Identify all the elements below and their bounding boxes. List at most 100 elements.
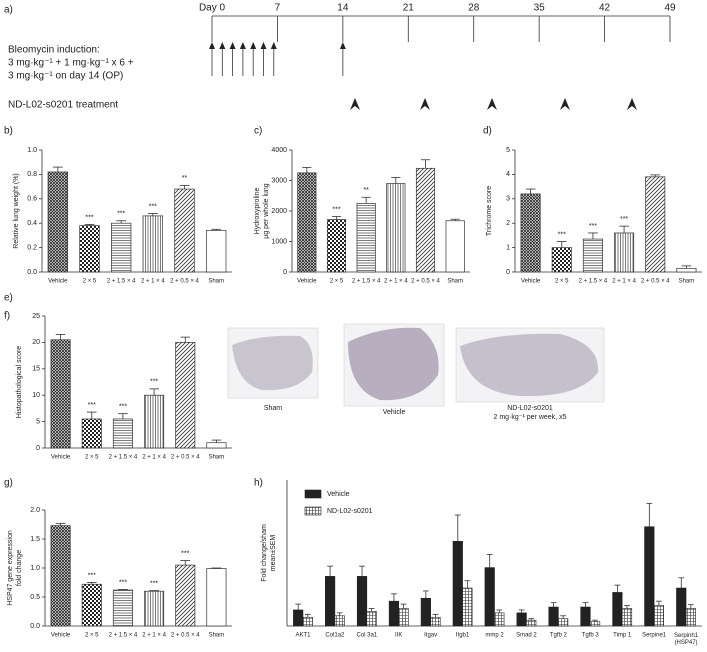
arrow-head (209, 42, 215, 49)
error-bar (582, 602, 589, 608)
significance: *** (620, 216, 628, 223)
day-label: 35 (534, 3, 546, 14)
bar (175, 564, 196, 627)
x-tick-label: Sham (209, 633, 225, 639)
x-tick-label: 2 × 5 (83, 279, 97, 285)
x-tick-label: 2 + 1 × 4 (142, 455, 166, 461)
significance: *** (149, 203, 157, 210)
x-tick-label: 2 × 5 (555, 279, 569, 285)
arrow-head (339, 42, 346, 49)
error-bar (331, 216, 342, 220)
treatment-arrow (487, 98, 497, 110)
image-caption: Vehicle (383, 409, 406, 416)
error-bar (588, 232, 598, 240)
bar (110, 222, 132, 273)
error-bar (149, 388, 159, 396)
error-bar (116, 220, 127, 224)
y-tick-label: 1000 (271, 238, 287, 245)
significance: *** (589, 223, 597, 230)
x-tick-label: Tgfb 2 (550, 633, 568, 639)
error-bar (368, 608, 375, 612)
y-tick-label: 4000 (271, 147, 287, 154)
error-bar (400, 603, 407, 609)
bar (112, 589, 133, 627)
day-label: 14 (337, 3, 349, 14)
y-tick-label: 0.6 (27, 196, 37, 203)
bar (420, 597, 431, 627)
y-tick-label: 2 (506, 220, 510, 227)
bar (356, 576, 368, 627)
bar (685, 608, 696, 627)
y-tick-label: 0.4 (27, 220, 37, 227)
x-tick-label: 2 + 1 × 4 (612, 279, 636, 285)
significance: *** (332, 206, 340, 213)
bar (589, 621, 601, 627)
x-tick-label: Sham (208, 279, 224, 285)
bar (415, 167, 436, 273)
error-bar (420, 159, 431, 169)
x-tick-label: 2 + 0.5 × 4 (411, 279, 440, 285)
bar (676, 587, 687, 627)
x-tick-label: 2 + 0.5 × 4 (171, 633, 200, 639)
error-bar (391, 177, 401, 184)
x-tick-label: 2 + 0.5 × 4 (171, 455, 200, 461)
error-bar (55, 522, 66, 526)
x-tick-label: 2 + 0.5 × 4 (641, 279, 670, 285)
bar (526, 619, 537, 627)
x-tick-label: AKT1 (295, 633, 311, 639)
induction-text: 3 mg·kg⁻¹ on day 14 (OP) (8, 71, 123, 82)
x-tick-label: 2 × 5 (85, 633, 99, 639)
error-bar (432, 613, 439, 618)
image-caption: 2 mg·kg⁻¹ per week, x5 (494, 414, 567, 421)
y-axis-label: µg per whole lung (263, 183, 270, 239)
x-tick-label: 2 + 1.5 × 4 (109, 633, 138, 639)
bar (50, 339, 71, 449)
bar (612, 592, 623, 627)
error-bar (361, 196, 371, 204)
error-bar (55, 334, 66, 340)
y-tick-label: 1.5 (30, 536, 40, 543)
y-axis-label: Trichrome score (486, 186, 493, 236)
panel-label: b) (4, 126, 13, 137)
legend-swatch (304, 489, 322, 499)
bar (50, 525, 71, 627)
bar (47, 171, 68, 273)
tissue-images (227, 323, 605, 407)
error-bar (391, 593, 397, 602)
y-tick-label: 15 (32, 366, 40, 373)
y-tick-label: 3000 (271, 177, 287, 184)
error-bar (619, 225, 629, 233)
x-tick-label: 2 + 1 × 4 (384, 279, 408, 285)
bar (144, 394, 165, 449)
error-bar (646, 502, 653, 527)
bar (334, 615, 345, 627)
y-tick-label: 2.0 (30, 507, 40, 514)
bar (206, 230, 227, 273)
x-tick-label: Sham (679, 279, 695, 285)
bar (445, 220, 465, 273)
error-bar (556, 241, 567, 248)
bar (81, 583, 102, 627)
image-caption: ND-L02-s0201 (507, 405, 553, 412)
bar (302, 616, 313, 627)
bar (520, 193, 541, 273)
bar (356, 203, 376, 273)
bar (174, 188, 195, 273)
y-tick-label: 1.0 (30, 565, 40, 572)
arrow-head (219, 42, 226, 49)
significance: *** (119, 404, 127, 411)
bar (81, 418, 102, 449)
x-tick-label: Vehicle (51, 633, 71, 639)
day-label: 21 (403, 3, 415, 14)
bar (548, 606, 559, 627)
bar (297, 172, 317, 273)
y-tick-label: 10 (32, 392, 40, 399)
induction-text: Bleomycin induction: (8, 45, 100, 56)
error-bar (486, 554, 493, 568)
x-tick-label: 2 + 1.5 × 4 (352, 279, 381, 285)
y-tick-label: 0.2 (27, 244, 37, 251)
error-bar (118, 413, 128, 419)
bar (112, 418, 133, 449)
error-bar (678, 577, 685, 589)
